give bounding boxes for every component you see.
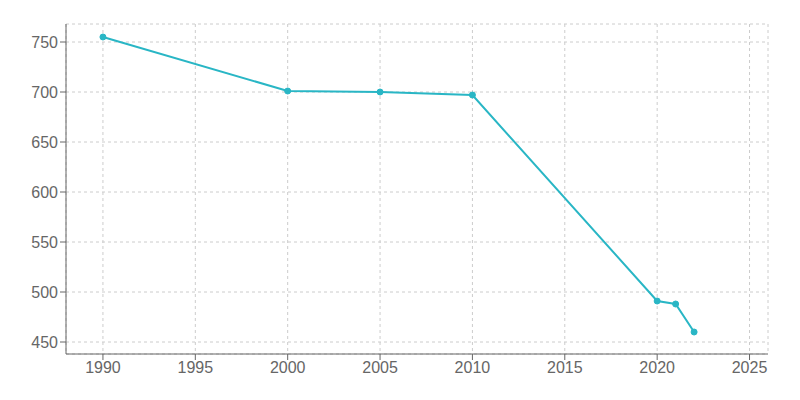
svg-text:750: 750 xyxy=(31,34,58,51)
svg-text:600: 600 xyxy=(31,184,58,201)
svg-text:700: 700 xyxy=(31,84,58,101)
svg-text:550: 550 xyxy=(31,234,58,251)
svg-text:1990: 1990 xyxy=(85,359,121,376)
svg-text:2020: 2020 xyxy=(639,359,675,376)
svg-text:2000: 2000 xyxy=(270,359,306,376)
svg-text:450: 450 xyxy=(31,334,58,351)
svg-text:2015: 2015 xyxy=(547,359,583,376)
svg-text:2025: 2025 xyxy=(732,359,768,376)
svg-text:500: 500 xyxy=(31,284,58,301)
svg-text:2010: 2010 xyxy=(455,359,491,376)
svg-text:1995: 1995 xyxy=(178,359,214,376)
svg-text:650: 650 xyxy=(31,134,58,151)
svg-text:2005: 2005 xyxy=(362,359,398,376)
